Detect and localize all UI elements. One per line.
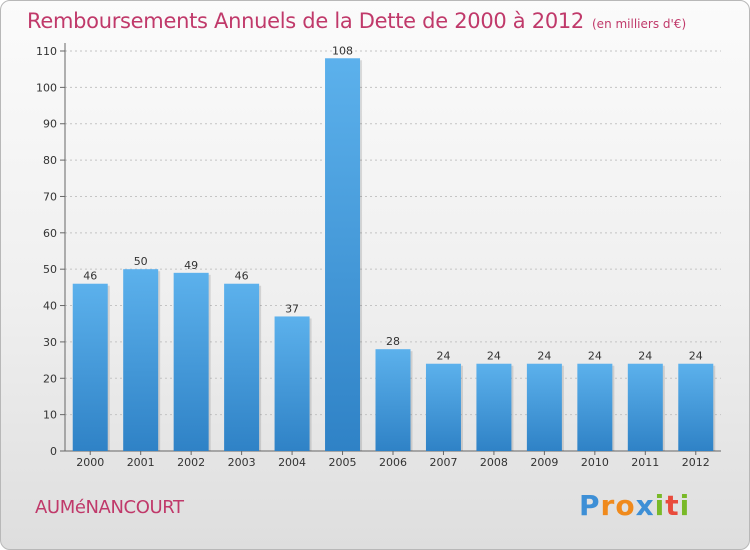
y-tick-label: 70: [43, 190, 57, 203]
bar-2010: [577, 363, 613, 451]
bar-2001: [123, 269, 159, 451]
logo-letter: o: [615, 489, 636, 522]
data-label-2004: 37: [285, 302, 299, 315]
logo-letter: P: [579, 489, 601, 522]
y-tick-label: 60: [43, 227, 57, 240]
y-tick-label: 30: [43, 336, 57, 349]
data-label-2000: 46: [83, 270, 97, 283]
bar-2011: [627, 363, 663, 451]
proxiti-logo: Proxiti: [579, 489, 690, 522]
data-label-2002: 49: [184, 259, 198, 272]
x-tick-label-2009: 2009: [530, 456, 558, 469]
y-tick-label: 20: [43, 372, 57, 385]
data-label-2011: 24: [638, 350, 652, 363]
labels: 46 50 49 46 37 108 28 24 24 24 24 24 24: [83, 44, 703, 362]
logo-letter: i: [679, 489, 691, 522]
data-label-2003: 46: [235, 270, 249, 283]
logo-letter: r: [600, 489, 616, 522]
x-tick-label-2004: 2004: [278, 456, 306, 469]
logo-letter: t: [665, 489, 680, 522]
chart-subtitle: (en milliers d'€): [592, 17, 687, 31]
y-tick-label: 110: [36, 45, 57, 58]
logo-letter: i: [654, 489, 666, 522]
bar-2012: [678, 363, 714, 451]
y-tick-label: 80: [43, 154, 57, 167]
x-tick-label-2010: 2010: [581, 456, 609, 469]
bar-2005: [325, 58, 361, 451]
x-tick-label-2003: 2003: [228, 456, 256, 469]
y-tick-label: 100: [36, 81, 57, 94]
bar-2003: [224, 283, 260, 451]
logo-letter: x: [635, 489, 655, 522]
bar-2004: [274, 316, 310, 451]
bars: [72, 58, 716, 451]
x-tick-label-2008: 2008: [480, 456, 508, 469]
data-label-2012: 24: [689, 350, 703, 363]
data-label-2009: 24: [537, 350, 551, 363]
x-tick-label-2000: 2000: [76, 456, 104, 469]
data-label-2007: 24: [436, 350, 450, 363]
bar-2007: [425, 363, 461, 451]
data-label-2005: 108: [332, 44, 353, 57]
data-label-2006: 28: [386, 335, 400, 348]
x-tick-label-2006: 2006: [379, 456, 407, 469]
chart-title: Remboursements Annuels de la Dette de 20…: [27, 9, 686, 33]
x-tick-label-2007: 2007: [429, 456, 457, 469]
bar-2002: [173, 272, 209, 451]
data-label-2010: 24: [588, 350, 602, 363]
x-tick-label-2001: 2001: [127, 456, 155, 469]
y-tick-label: 40: [43, 300, 57, 313]
y-tick-label: 0: [50, 445, 57, 458]
bar-2009: [526, 363, 562, 451]
bar-2000: [72, 283, 108, 451]
data-label-2008: 24: [487, 350, 501, 363]
x-tick-label-2011: 2011: [631, 456, 659, 469]
y-tick-label: 10: [43, 409, 57, 422]
x-tick-label-2012: 2012: [682, 456, 710, 469]
y-tick-label: 90: [43, 118, 57, 131]
x-tick-label-2002: 2002: [177, 456, 205, 469]
place-name: AUMéNANCOURT: [35, 497, 184, 518]
data-label-2001: 50: [134, 255, 148, 268]
bar-2006: [375, 349, 411, 451]
x-tick-label-2005: 2005: [329, 456, 357, 469]
bar-2008: [476, 363, 512, 451]
chart-title-text: Remboursements Annuels de la Dette de 20…: [27, 9, 584, 33]
y-tick-label: 50: [43, 263, 57, 276]
